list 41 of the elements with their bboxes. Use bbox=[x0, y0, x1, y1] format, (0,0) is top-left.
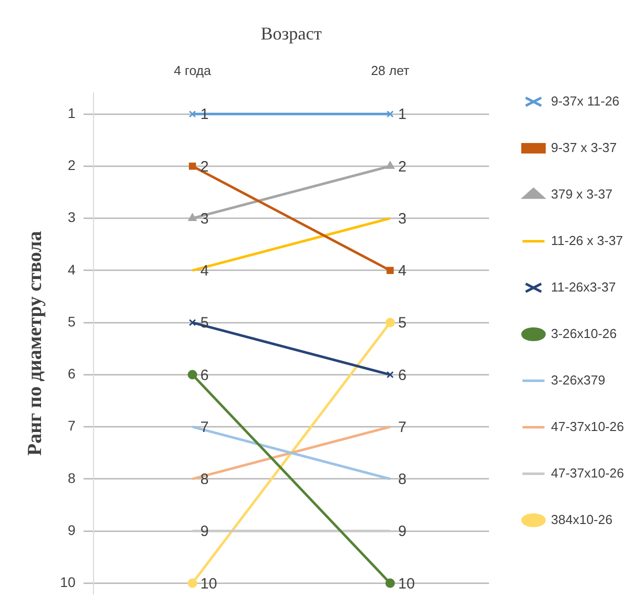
y-tick-label: 5 bbox=[68, 313, 76, 330]
y-tick-label: 1 bbox=[68, 104, 76, 121]
data-label: 5 bbox=[398, 314, 406, 332]
data-label: 6 bbox=[398, 366, 406, 384]
y-tick-label: 6 bbox=[68, 366, 76, 382]
data-label: 2 bbox=[200, 158, 209, 176]
legend-label: 9-37 х 3-37 bbox=[551, 140, 617, 155]
data-label: 10 bbox=[398, 575, 415, 592]
data-label: 3 bbox=[398, 210, 406, 228]
x-axis-title: Возраст bbox=[260, 24, 322, 44]
data-label: 6 bbox=[200, 366, 209, 384]
y-tick-label: 7 bbox=[68, 418, 76, 434]
legend-label: 3-26х10-26 bbox=[551, 326, 617, 341]
legend-label: 47-37х10-26 bbox=[551, 465, 624, 480]
y-tick-label: 4 bbox=[68, 261, 76, 278]
y-tick-label: 10 bbox=[60, 574, 76, 590]
legend-label: 9-37х 11-26 bbox=[551, 93, 620, 108]
y-tick-label: 3 bbox=[68, 209, 76, 226]
data-label: 2 bbox=[398, 158, 406, 176]
data-label: 1 bbox=[398, 106, 406, 124]
legend-label: 3-26х379 bbox=[551, 372, 606, 388]
data-label: 3 bbox=[200, 210, 209, 228]
data-label: 10 bbox=[200, 575, 218, 592]
y-tick-label: 9 bbox=[68, 522, 76, 538]
data-label: 9 bbox=[200, 523, 209, 540]
data-label: 8 bbox=[200, 471, 209, 488]
data-label: 7 bbox=[398, 418, 406, 436]
legend-label: 47-37х10-26 bbox=[551, 418, 624, 434]
legend-label: 384х10-26 bbox=[551, 512, 612, 527]
y-tick-label: 2 bbox=[68, 157, 76, 174]
data-label: 4 bbox=[398, 262, 406, 280]
x-tick-label: 4 года bbox=[174, 62, 212, 78]
y-tick-label: 8 bbox=[68, 470, 76, 486]
data-label: 8 bbox=[398, 471, 406, 488]
x-tick-label: 28 лет bbox=[370, 62, 410, 78]
data-label: 7 bbox=[200, 418, 209, 436]
legend-label: 11-26х3-37 bbox=[551, 279, 616, 294]
legend-label: 11-26 х 3-37 bbox=[551, 232, 624, 248]
y-axis-title: Ранг по диаметру ствола bbox=[24, 231, 46, 456]
legend-label: 379 х 3-37 bbox=[551, 186, 612, 202]
data-label: 9 bbox=[398, 523, 406, 540]
